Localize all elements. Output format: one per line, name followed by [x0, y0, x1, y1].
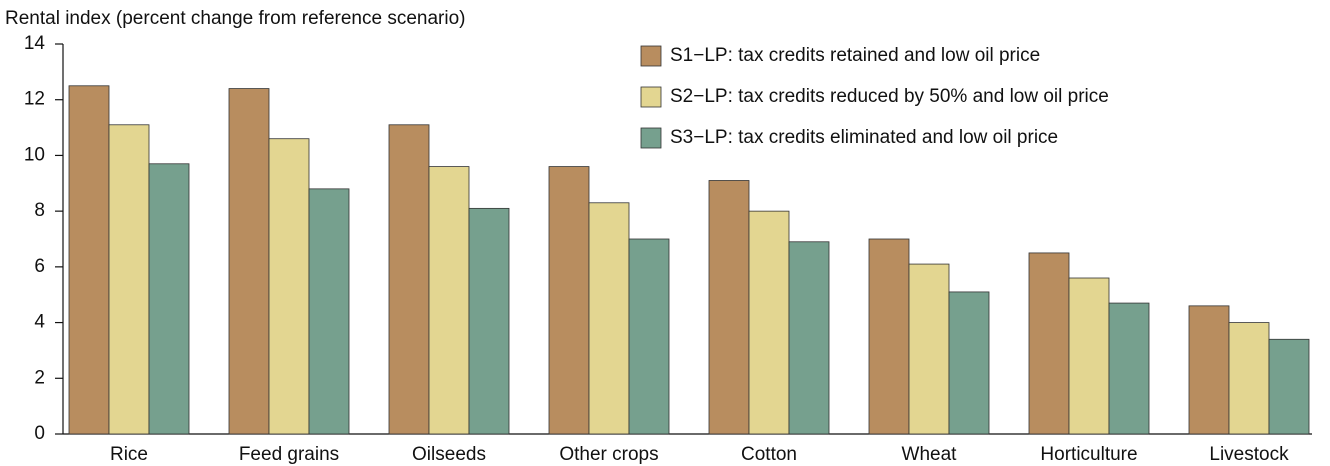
bar [548, 166, 590, 435]
bar [1228, 322, 1270, 435]
bar [1188, 305, 1230, 435]
y-tick-label: 0 [34, 423, 45, 444]
legend-label: S1−LP: tax credits retained and low oil … [670, 45, 1040, 66]
x-tick-label: Cotton [741, 444, 797, 465]
x-tick-label: Livestock [1209, 444, 1289, 465]
bar [108, 124, 150, 435]
y-tick-label: 12 [24, 89, 45, 110]
bar [388, 124, 430, 435]
bar [268, 138, 310, 435]
x-tick-label: Wheat [902, 444, 958, 465]
bar [468, 207, 510, 435]
legend-label: S3−LP: tax credits eliminated and low oi… [670, 127, 1058, 148]
bar [148, 163, 190, 435]
y-tick-label: 8 [34, 200, 45, 221]
y-tick-label: 4 [34, 312, 45, 333]
x-tick-label: Horticulture [1040, 444, 1137, 465]
bar [708, 180, 750, 435]
y-tick-label: 10 [24, 144, 45, 165]
x-tick-label: Other crops [559, 444, 658, 465]
y-axis-label: Rental index (percent change from refere… [5, 8, 465, 29]
x-tick-label: Rice [110, 444, 148, 465]
bar [1028, 252, 1070, 435]
bar [748, 210, 790, 435]
legend-label: S2−LP: tax credits reduced by 50% and lo… [670, 86, 1109, 107]
bar [788, 241, 830, 435]
y-tick-label: 6 [34, 256, 45, 277]
legend-swatch [640, 45, 662, 67]
y-tick-label: 2 [34, 367, 45, 388]
legend-swatch [640, 127, 662, 149]
bar [228, 88, 270, 435]
bar [1108, 302, 1150, 435]
bar [628, 238, 670, 435]
bar [908, 263, 950, 435]
bar [68, 85, 110, 435]
bar [868, 238, 910, 435]
x-tick-label: Feed grains [239, 444, 339, 465]
bar [1068, 277, 1110, 435]
legend-swatch [640, 86, 662, 108]
bar [948, 291, 990, 435]
y-tick-label: 14 [24, 33, 46, 54]
bar [1268, 338, 1310, 435]
x-tick-label: Oilseeds [412, 444, 486, 465]
bar [428, 166, 470, 435]
bar [588, 202, 630, 435]
bar [308, 188, 350, 435]
